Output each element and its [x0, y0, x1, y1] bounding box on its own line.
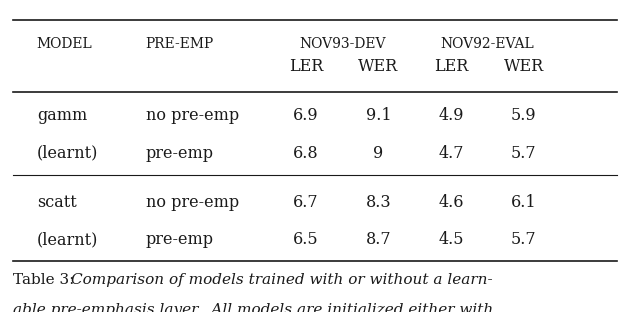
Text: 6.8: 6.8: [293, 144, 319, 162]
Text: NOV92-EVAL: NOV92-EVAL: [440, 37, 534, 51]
Text: 9: 9: [374, 144, 384, 162]
Text: 5.7: 5.7: [511, 144, 537, 162]
Text: pre-emp: pre-emp: [146, 232, 214, 248]
Text: no pre-emp: no pre-emp: [146, 194, 239, 211]
Text: (learnt): (learnt): [37, 144, 98, 162]
Text: MODEL: MODEL: [37, 37, 93, 51]
Text: NOV93-DEV: NOV93-DEV: [299, 37, 386, 51]
Text: 5.7: 5.7: [511, 232, 537, 248]
Text: 6.7: 6.7: [293, 194, 319, 211]
Text: 4.9: 4.9: [438, 107, 464, 124]
Text: (learnt): (learnt): [37, 232, 98, 248]
Text: Comparison of models trained with or without a learn-: Comparison of models trained with or wit…: [71, 273, 493, 287]
Text: 4.6: 4.6: [438, 194, 464, 211]
Text: 9.1: 9.1: [365, 107, 391, 124]
Text: Table 3:: Table 3:: [13, 273, 74, 287]
Text: able pre-emphasis layer.  All models are initialized either with: able pre-emphasis layer. All models are …: [13, 303, 493, 312]
Text: LER: LER: [434, 58, 468, 75]
Text: PRE-EMP: PRE-EMP: [146, 37, 214, 51]
Text: LER: LER: [289, 58, 323, 75]
Text: 6.1: 6.1: [511, 194, 537, 211]
Text: 8.7: 8.7: [365, 232, 391, 248]
Text: scatt: scatt: [37, 194, 76, 211]
Text: 6.9: 6.9: [293, 107, 319, 124]
Text: 4.7: 4.7: [438, 144, 464, 162]
Text: gamm: gamm: [37, 107, 87, 124]
Text: no pre-emp: no pre-emp: [146, 107, 239, 124]
Text: WER: WER: [503, 58, 544, 75]
Text: pre-emp: pre-emp: [146, 144, 214, 162]
Text: 6.5: 6.5: [293, 232, 319, 248]
Text: 8.3: 8.3: [365, 194, 391, 211]
Text: 5.9: 5.9: [511, 107, 537, 124]
Text: WER: WER: [358, 58, 399, 75]
Text: 4.5: 4.5: [438, 232, 464, 248]
